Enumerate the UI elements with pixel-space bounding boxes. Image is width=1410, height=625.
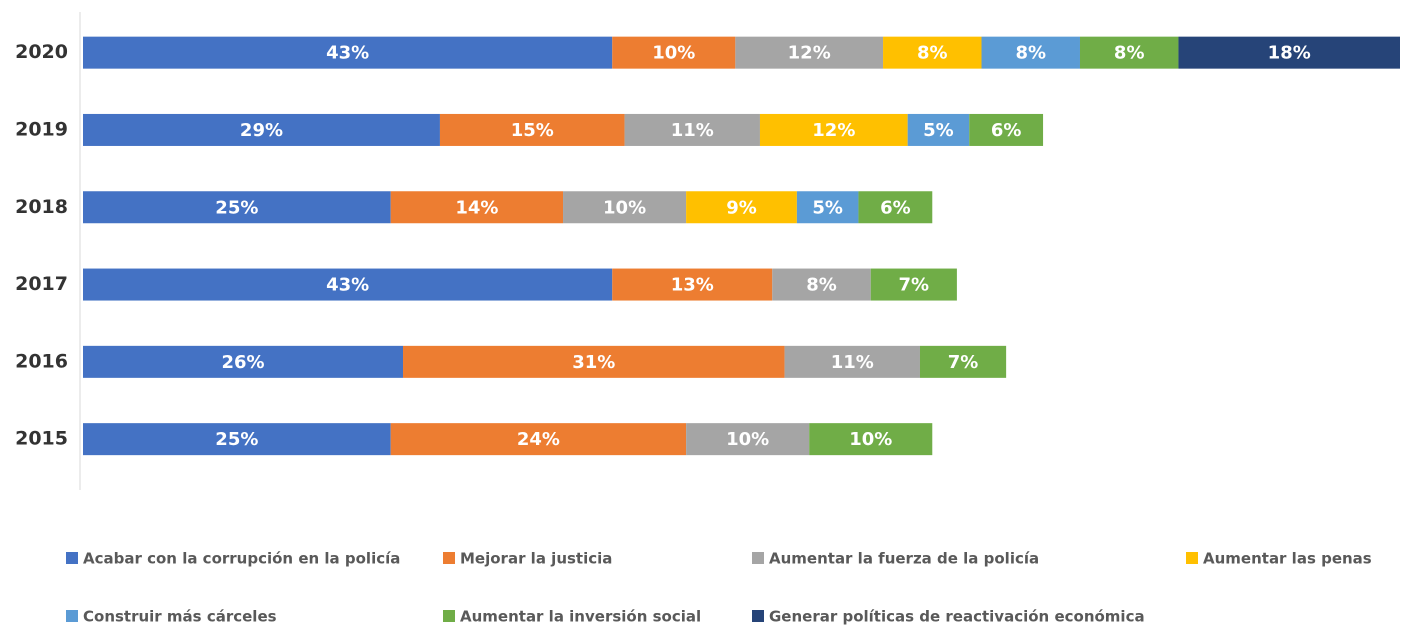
legend-label: Generar políticas de reactivación económ…	[769, 608, 1145, 625]
bar-segment	[686, 191, 797, 224]
data-label: 10%	[652, 43, 695, 64]
y-tick-label: 2017	[15, 273, 68, 295]
bar-segment	[870, 268, 957, 301]
bar-segment	[907, 113, 970, 146]
legend-label: Construir más cárceles	[83, 608, 277, 625]
data-label: 12%	[812, 120, 855, 141]
bar-segment	[403, 345, 785, 378]
bar-segment	[883, 36, 982, 69]
bar-segment	[735, 36, 884, 69]
legend-swatch	[752, 610, 764, 622]
bar-segment	[686, 423, 810, 456]
data-label: 10%	[726, 429, 769, 450]
bar-segment	[83, 268, 613, 301]
data-label: 7%	[948, 352, 979, 373]
legend-label: Aumentar la fuerza de la policía	[769, 550, 1039, 568]
legend-swatch	[443, 552, 455, 564]
y-tick-label: 2019	[15, 118, 68, 140]
y-tick-label: 2020	[15, 41, 68, 63]
bar-segment	[1079, 36, 1179, 69]
legend-label: Aumentar la inversión social	[460, 608, 701, 625]
bar-segment	[809, 423, 933, 456]
legend-label: Aumentar las penas	[1203, 550, 1372, 568]
bar-segment	[796, 191, 859, 224]
bar-segment	[612, 268, 773, 301]
bar-segment	[969, 113, 1044, 146]
y-tick-label: 2018	[15, 196, 68, 218]
legend-swatch	[752, 552, 764, 564]
legend-swatch	[1186, 552, 1198, 564]
bar-segment	[919, 345, 1007, 378]
data-label: 13%	[671, 275, 714, 296]
bar-segment	[1178, 36, 1400, 69]
bar-segment	[858, 191, 933, 224]
data-label: 11%	[671, 120, 714, 141]
data-label: 5%	[923, 120, 954, 141]
bar-segment	[83, 113, 440, 146]
bar-segment	[784, 345, 920, 378]
bar-segment	[612, 36, 736, 69]
data-label: 8%	[806, 275, 837, 296]
data-label: 8%	[917, 43, 948, 64]
y-tick-label: 2016	[15, 350, 68, 372]
data-label: 8%	[1114, 43, 1145, 64]
data-label: 5%	[812, 197, 843, 218]
bar-segment	[624, 113, 760, 146]
legend-label: Acabar con la corrupción en la policía	[83, 550, 400, 568]
bar-segment	[390, 191, 564, 224]
data-label: 10%	[849, 429, 892, 450]
data-label: 8%	[1015, 43, 1046, 64]
bar-segment	[83, 36, 613, 69]
bar-segment	[83, 423, 391, 456]
data-label: 24%	[517, 429, 560, 450]
bar-segment	[390, 423, 687, 456]
data-label: 7%	[899, 275, 930, 296]
data-label: 10%	[603, 197, 646, 218]
data-label: 15%	[511, 120, 554, 141]
data-label: 26%	[221, 352, 264, 373]
data-label: 12%	[788, 43, 831, 64]
data-label: 6%	[880, 197, 911, 218]
data-label: 18%	[1268, 43, 1311, 64]
bar-segment	[772, 268, 871, 301]
data-label: 25%	[215, 429, 258, 450]
bar-segment	[981, 36, 1080, 69]
bar-segment	[439, 113, 625, 146]
legend-label: Mejorar la justicia	[460, 550, 612, 568]
data-label: 6%	[991, 120, 1022, 141]
legend-swatch	[443, 610, 455, 622]
data-label: 25%	[215, 197, 258, 218]
data-label: 43%	[326, 275, 369, 296]
data-label: 11%	[831, 352, 874, 373]
bar-segment	[83, 191, 391, 224]
data-label: 9%	[726, 197, 757, 218]
legend-swatch	[66, 610, 78, 622]
bar-segment	[563, 191, 687, 224]
bar-segment	[83, 345, 404, 378]
data-label: 43%	[326, 43, 369, 64]
y-tick-label: 2015	[15, 428, 68, 450]
data-label: 31%	[572, 352, 615, 373]
bar-segment	[759, 113, 908, 146]
legend-swatch	[66, 552, 78, 564]
data-label: 14%	[455, 197, 498, 218]
data-label: 29%	[240, 120, 283, 141]
